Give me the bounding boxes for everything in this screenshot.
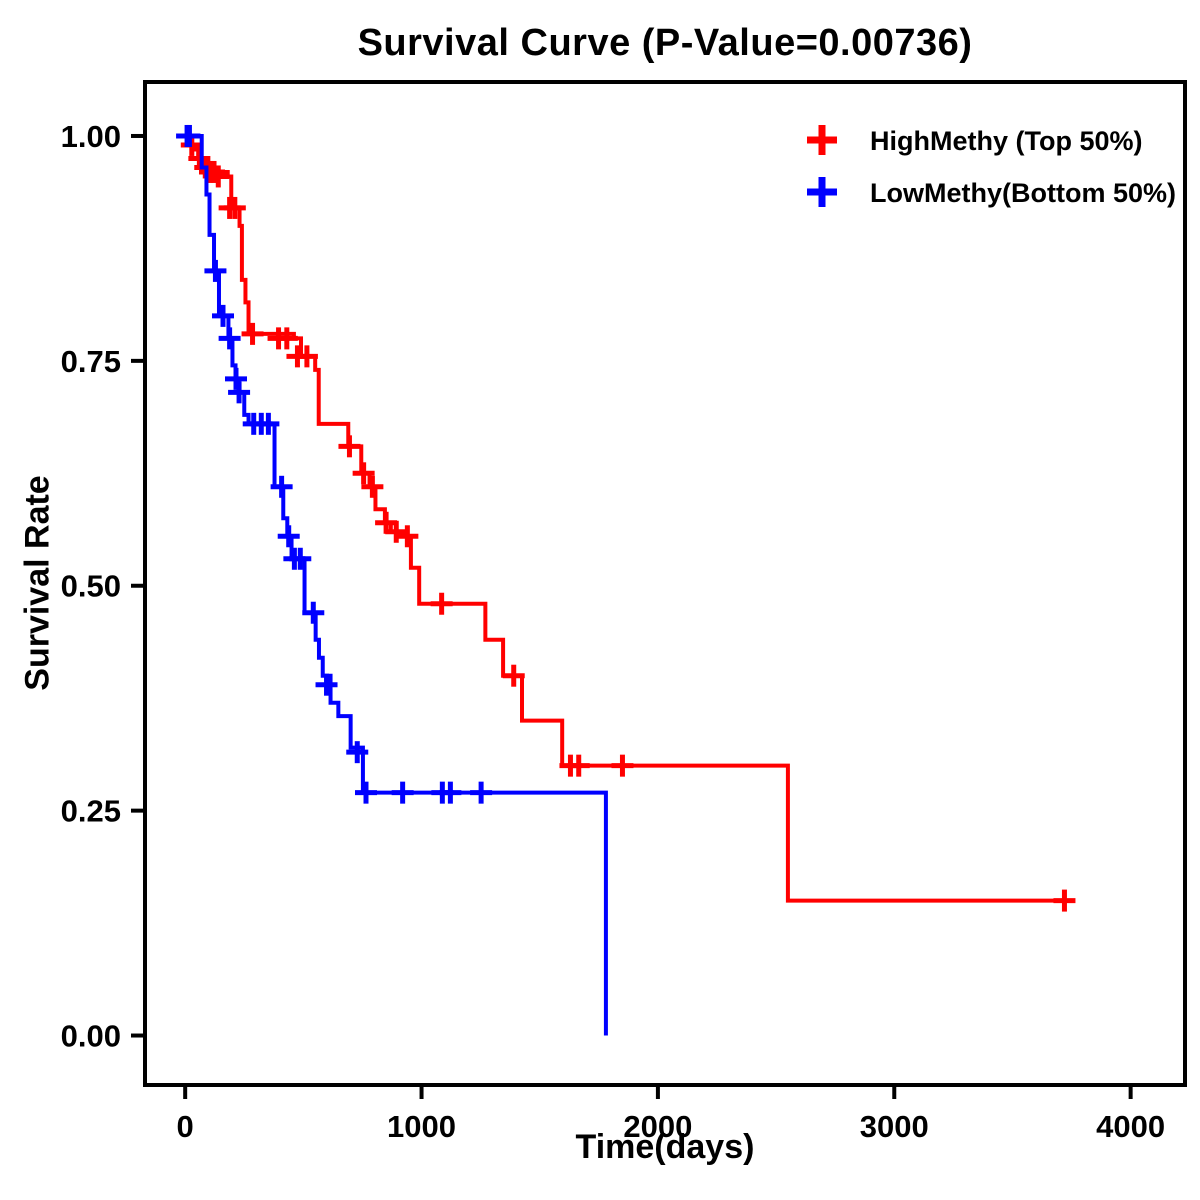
legend-label-1: LowMethy(Bottom 50%) <box>870 178 1176 208</box>
chart-title: Survival Curve (P-Value=0.00736) <box>357 22 973 64</box>
y-tick-label: 0.50 <box>61 569 121 604</box>
survival-curve-1 <box>185 133 608 1036</box>
legend-entry-1: LowMethy(Bottom 50%) <box>807 177 1176 208</box>
y-tick-label: 0.75 <box>61 344 121 379</box>
plot-border <box>143 80 1187 1087</box>
x-tick-label: 4000 <box>1096 1109 1165 1144</box>
legend: HighMethy (Top 50%) LowMethy(Bottom 50%) <box>807 125 1176 208</box>
legend-label-0: HighMethy (Top 50%) <box>870 126 1143 156</box>
x-axis-label: Time(days) <box>575 1128 755 1166</box>
x-tick-label: 3000 <box>860 1109 929 1144</box>
y-tick-label: 0.25 <box>61 794 121 829</box>
legend-entry-0: HighMethy (Top 50%) <box>807 125 1143 156</box>
censor-marks-0 <box>180 133 1076 912</box>
x-tick-label: 2000 <box>623 1109 692 1144</box>
y-tick-label: 0.00 <box>61 1019 121 1054</box>
survival-curve-0 <box>185 142 1065 903</box>
y-tick-label: 1.00 <box>61 119 121 154</box>
censor-marks-1 <box>176 124 493 804</box>
x-tick-label: 1000 <box>387 1109 456 1144</box>
x-tick-label: 0 <box>177 1109 194 1144</box>
